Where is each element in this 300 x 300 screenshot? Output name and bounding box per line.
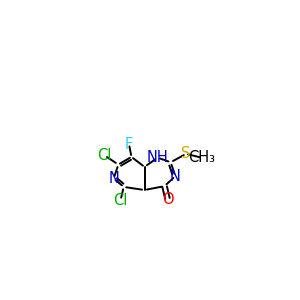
Text: CH₃: CH₃ [188, 150, 215, 165]
Text: Cl: Cl [97, 148, 112, 163]
Text: NH: NH [147, 150, 169, 165]
Text: O: O [162, 192, 173, 207]
Text: N: N [170, 169, 181, 184]
Text: F: F [125, 137, 133, 152]
Text: Cl: Cl [113, 193, 128, 208]
Text: S: S [182, 146, 191, 161]
Text: N: N [108, 171, 119, 186]
